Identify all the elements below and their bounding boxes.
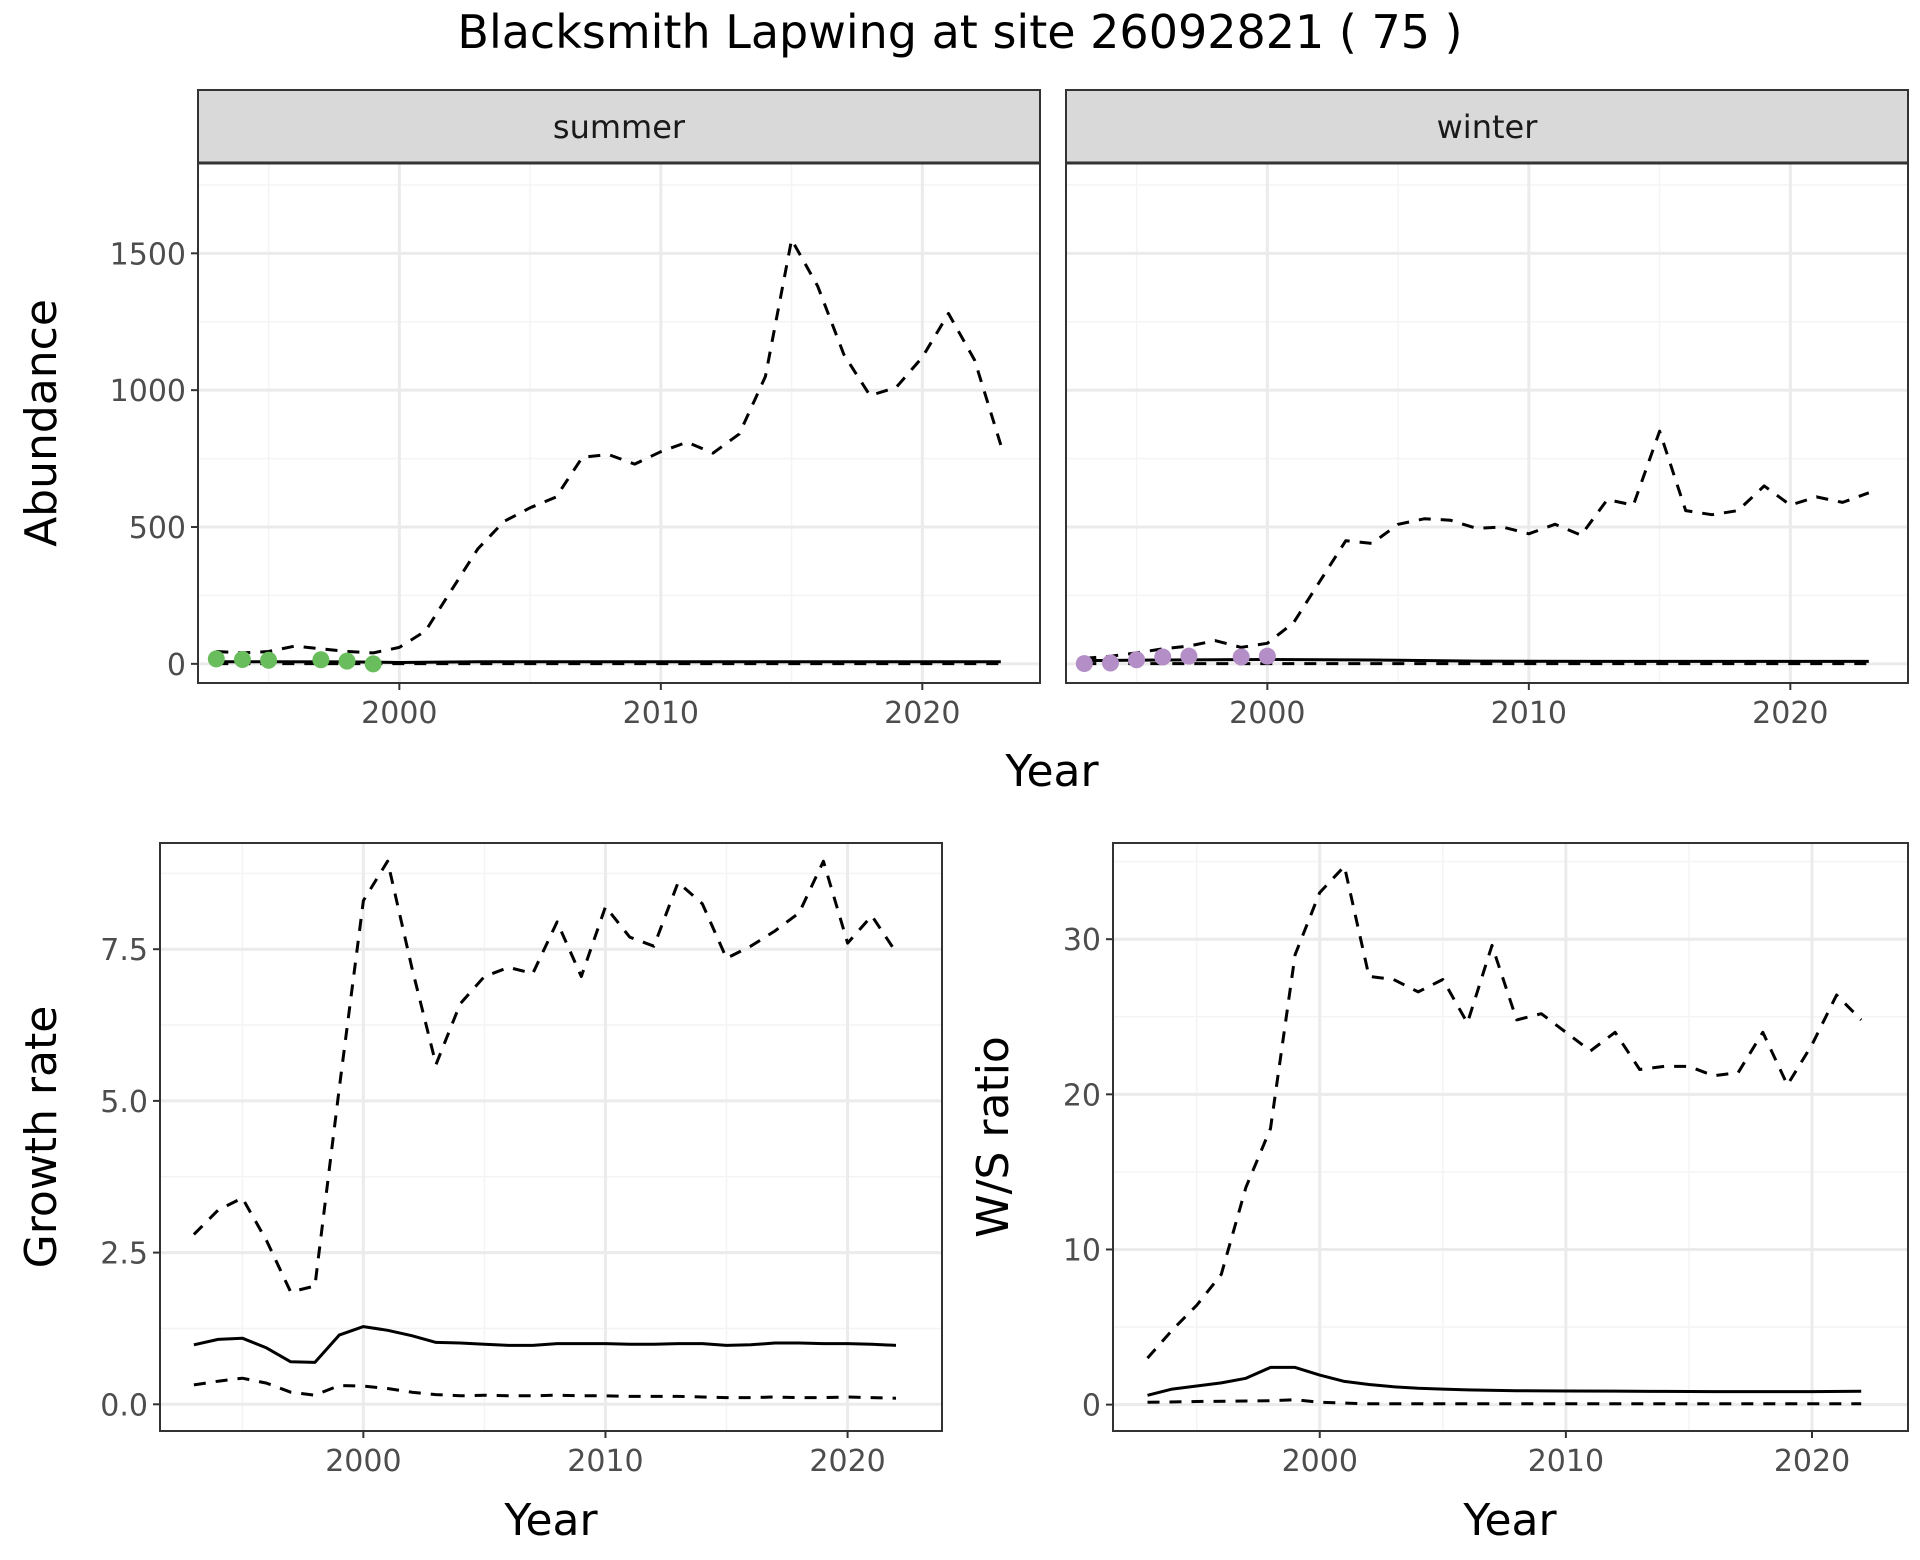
x-axis-title: Year xyxy=(503,1495,598,1546)
observed-point xyxy=(1232,648,1250,666)
x-tick-label: 2010 xyxy=(567,1444,643,1479)
facet-strip xyxy=(1065,89,1909,164)
lower-bound-line xyxy=(1147,1398,1862,1406)
facet-label-winter: winter xyxy=(1437,108,1539,146)
facet-label-summer: summer xyxy=(553,108,686,146)
x-tick-label: 2020 xyxy=(1752,696,1828,731)
panel-border xyxy=(159,842,943,1432)
x-tick-label: 2000 xyxy=(361,696,437,731)
x-tick-label: 2010 xyxy=(623,696,699,731)
observed-point xyxy=(1101,654,1119,672)
growth-rate-chart: 2000 2010 2020 0.0 2.5 5.0 7.5 Year Growth rate xyxy=(16,842,943,1546)
observed-point xyxy=(1154,648,1172,666)
median-line xyxy=(1147,1365,1862,1397)
y-tick-label: 1000 xyxy=(110,374,186,409)
observed-point xyxy=(207,650,225,668)
panel-border xyxy=(1065,162,1909,684)
chart-title: Blacksmith Lapwing at site 26092821 ( 75… xyxy=(457,5,1462,59)
abundance-chart: summer 2000 2010 2020 0 500 1000 1500 winter 2000… xyxy=(16,89,1909,797)
facet-strip xyxy=(197,89,1041,164)
observed-point xyxy=(312,651,330,669)
observed-point xyxy=(1180,647,1198,665)
x-tick-label: 2020 xyxy=(809,1444,885,1479)
facet-panel-summer: summer 2000 2010 2020 0 500 1000 1500 xyxy=(110,89,1041,731)
observed-point xyxy=(364,655,382,673)
x-tick-label: 2000 xyxy=(1282,1444,1358,1479)
y-tick-label: 0 xyxy=(1082,1389,1101,1424)
y-tick-label: 1500 xyxy=(110,237,186,272)
median-line xyxy=(1084,658,1869,663)
observed-point xyxy=(1075,655,1093,673)
panel-border xyxy=(1112,842,1909,1432)
y-axis-title: W/S ratio xyxy=(968,1036,1019,1238)
median-line xyxy=(216,660,1001,664)
y-tick-label: 30 xyxy=(1063,923,1101,958)
observed-point xyxy=(233,650,251,668)
upper-bound-line xyxy=(1146,864,1863,1360)
y-tick-label: 20 xyxy=(1063,1078,1101,1113)
y-tick-label: 0.0 xyxy=(100,1388,148,1423)
median-line xyxy=(193,1325,897,1364)
y-tick-label: 7.5 xyxy=(100,933,148,968)
observed-point xyxy=(338,652,356,670)
upper-bound-line xyxy=(192,859,898,1294)
x-tick-label: 2000 xyxy=(325,1444,401,1479)
y-tick-label: 2.5 xyxy=(100,1237,148,1272)
y-axis-title: Growth rate xyxy=(16,1006,67,1269)
y-tick-label: 5.0 xyxy=(100,1085,148,1120)
y-tick-label: 10 xyxy=(1063,1233,1101,1268)
y-tick-label: 500 xyxy=(129,511,186,546)
ws-ratio-chart: 2000 2010 2020 0 10 20 30 Year W/S ratio xyxy=(968,842,1909,1546)
observed-point xyxy=(260,651,278,669)
x-tick-label: 2010 xyxy=(1528,1444,1604,1479)
y-tick-label: 0 xyxy=(167,648,186,683)
facet-panel-winter: winter 2000 2010 2020 xyxy=(1065,89,1909,731)
x-tick-label: 2020 xyxy=(1774,1444,1850,1479)
observed-point xyxy=(1128,651,1146,669)
observed-point xyxy=(1258,647,1276,665)
x-tick-label: 2000 xyxy=(1229,696,1305,731)
x-axis-title: Year xyxy=(1004,746,1099,797)
x-axis-title: Year xyxy=(1462,1495,1557,1546)
panel-border xyxy=(197,162,1041,684)
upper-bound-line xyxy=(1084,429,1870,660)
lower-bound-line xyxy=(193,1376,897,1400)
x-tick-label: 2010 xyxy=(1491,696,1567,731)
x-tick-label: 2020 xyxy=(884,696,960,731)
y-axis-title: Abundance xyxy=(16,299,67,547)
